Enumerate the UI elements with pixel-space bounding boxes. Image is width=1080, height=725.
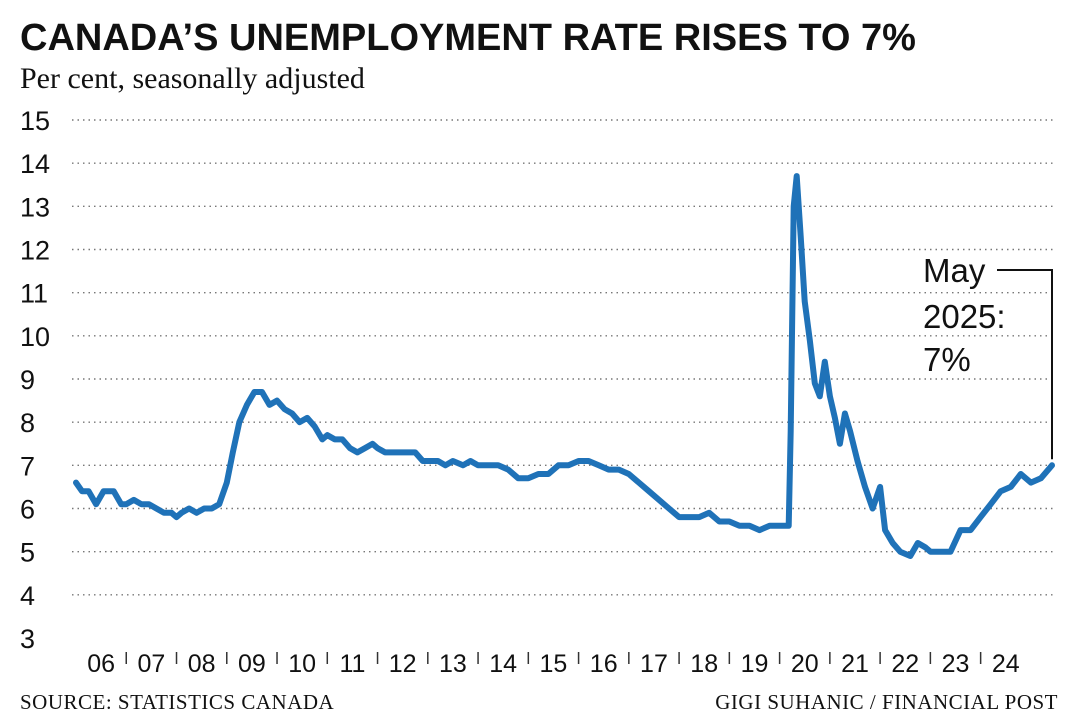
x-tick-label: 18 bbox=[690, 650, 718, 678]
y-tick-label: 9 bbox=[20, 365, 35, 395]
source-credit: SOURCE: STATISTICS CANADA bbox=[20, 690, 335, 714]
x-tick-label: 09 bbox=[238, 650, 266, 678]
y-tick-label: 4 bbox=[20, 581, 35, 611]
y-tick-label: 6 bbox=[20, 495, 35, 525]
annotation-leader-line bbox=[997, 269, 1053, 460]
y-tick-label: 8 bbox=[20, 408, 35, 438]
series-layer bbox=[73, 173, 1055, 559]
x-tick-label: 06 bbox=[87, 650, 115, 678]
y-tick-label: 13 bbox=[20, 192, 50, 222]
y-tick-label: 10 bbox=[20, 322, 50, 352]
x-tick-label: 13 bbox=[439, 650, 467, 678]
x-tick-label: 12 bbox=[389, 650, 417, 678]
gridlines bbox=[72, 119, 1056, 596]
annotation-line-2: 2025: bbox=[923, 298, 1006, 335]
x-tick-label: 17 bbox=[640, 650, 668, 678]
x-tick-label: 08 bbox=[188, 650, 216, 678]
x-tick-label: 20 bbox=[791, 650, 819, 678]
chart-subtitle: Per cent, seasonally adjusted bbox=[20, 62, 365, 95]
x-tick-label: 24 bbox=[992, 650, 1020, 678]
chart-title: CANADA’S UNEMPLOYMENT RATE RISES TO 7% bbox=[20, 17, 916, 59]
y-tick-label: 7 bbox=[20, 451, 35, 481]
annotation-line-1: May bbox=[923, 252, 986, 289]
x-tick-label: 22 bbox=[891, 650, 919, 678]
series-line-unemployment-rate bbox=[73, 173, 1055, 559]
y-tick-label: 3 bbox=[20, 624, 35, 654]
x-axis-ticks: 06 07 08 09 10 11 12 13 14 15 16 17 18 19 20 21 22 23 24 bbox=[87, 650, 1020, 678]
author-credit: GIGI SUHANIC / FINANCIAL POST bbox=[715, 690, 1058, 714]
x-tick-label: 21 bbox=[841, 650, 869, 678]
x-tick-label: 10 bbox=[288, 650, 316, 678]
y-tick-label: 5 bbox=[20, 538, 35, 568]
annotation-line-3: 7% bbox=[923, 341, 971, 378]
y-tick-label: 11 bbox=[20, 279, 48, 309]
x-tick-label: 23 bbox=[942, 650, 970, 678]
y-tick-label: 15 bbox=[20, 106, 50, 136]
annotation: May 2025: 7% bbox=[923, 252, 1053, 460]
y-tick-label: 12 bbox=[20, 236, 50, 266]
x-tick-label: 16 bbox=[590, 650, 618, 678]
x-tick-label: 07 bbox=[137, 650, 165, 678]
x-tick-label: 11 bbox=[339, 650, 365, 678]
x-tick-label: 19 bbox=[741, 650, 769, 678]
x-tick-label: 14 bbox=[489, 650, 517, 678]
y-axis-ticks: 3 4 5 6 7 8 9 10 11 12 13 14 15 bbox=[20, 106, 50, 654]
x-tick-label: 15 bbox=[540, 650, 568, 678]
y-tick-label: 14 bbox=[20, 149, 50, 179]
